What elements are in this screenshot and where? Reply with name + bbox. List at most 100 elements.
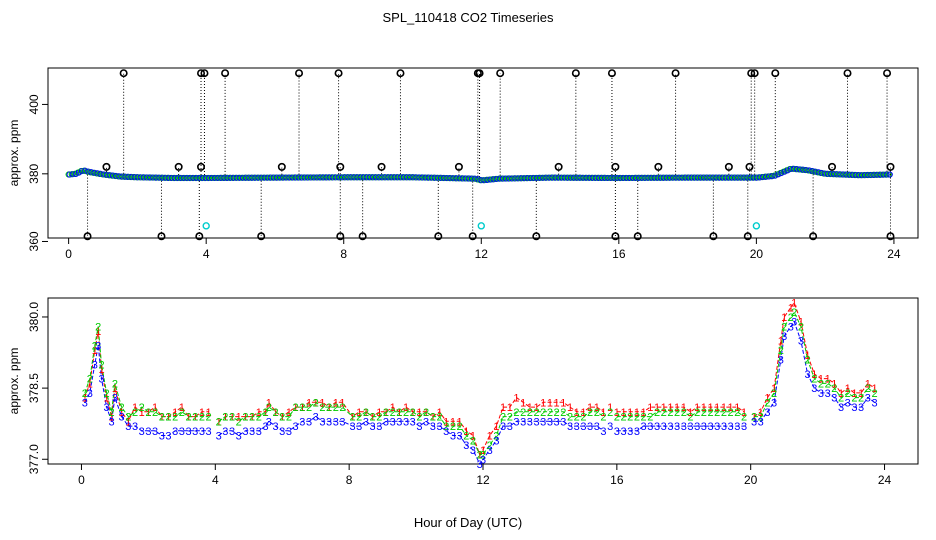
bottom-point-3: 3	[831, 393, 837, 405]
bottom-point-1: 1	[87, 378, 93, 390]
bottom-point-2: 2	[256, 412, 262, 424]
bottom-series-line-3	[84, 320, 875, 465]
bottom-point-2: 2	[87, 374, 93, 386]
bottom-point-1: 1	[349, 412, 355, 424]
bottom-point-2: 2	[778, 345, 784, 357]
bottom-point-2: 2	[326, 402, 332, 414]
top-outlier-point	[195, 232, 204, 241]
bottom-y-tick-label: 380.0	[27, 302, 41, 332]
bottom-point-1: 1	[480, 445, 486, 457]
bottom-point-3: 3	[851, 402, 857, 414]
top-cyan-point	[752, 222, 761, 230]
bottom-point-1: 1	[845, 383, 851, 395]
bottom-point-1: 1	[443, 416, 449, 428]
bottom-point-2: 2	[229, 412, 235, 424]
bottom-point-2: 2	[714, 407, 720, 419]
top-x-tick-label: 20	[750, 247, 764, 261]
bottom-point-3: 3	[333, 416, 339, 428]
top-y-tick-label: 400	[27, 94, 41, 114]
bottom-point-2: 2	[791, 307, 797, 319]
bottom-point-1: 1	[463, 426, 469, 438]
bottom-point-2: 2	[533, 407, 539, 419]
bottom-point-2: 2	[560, 407, 566, 419]
bottom-point-2: 2	[758, 412, 764, 424]
bottom-point-3: 3	[262, 421, 268, 433]
bottom-point-2: 2	[574, 412, 580, 424]
bottom-x-tick-label: 20	[744, 473, 758, 487]
bottom-point-3: 3	[554, 416, 560, 428]
bottom-point-1: 1	[159, 412, 165, 424]
bottom-point-1: 1	[751, 412, 757, 424]
bottom-point-3: 3	[319, 416, 325, 428]
bottom-point-2: 2	[480, 450, 486, 462]
bottom-point-3: 3	[614, 426, 620, 438]
bottom-point-3: 3	[734, 421, 740, 433]
bottom-point-2: 2	[865, 383, 871, 395]
bottom-point-2: 2	[356, 412, 362, 424]
top-outlier-point	[377, 162, 386, 171]
bottom-point-1: 1	[376, 407, 382, 419]
bottom-point-1: 1	[851, 388, 857, 400]
bottom-point-3: 3	[865, 393, 871, 405]
bottom-point-2: 2	[463, 431, 469, 443]
bottom-point-2: 2	[818, 378, 824, 390]
top-outlier-point	[83, 232, 92, 241]
bottom-point-3: 3	[443, 426, 449, 438]
bottom-point-1: 1	[533, 402, 539, 414]
bottom-point-3: 3	[92, 359, 98, 371]
bottom-point-2: 2	[98, 359, 104, 371]
top-outlier-point	[671, 69, 680, 78]
bottom-point-2: 2	[95, 321, 101, 333]
bottom-point-2: 2	[172, 412, 178, 424]
bottom-point-2: 2	[845, 388, 851, 400]
bottom-point-2: 2	[567, 412, 573, 424]
bottom-point-1: 1	[383, 407, 389, 419]
bottom-point-3: 3	[707, 421, 713, 433]
bottom-point-2: 2	[457, 421, 463, 433]
bottom-y-tick-label: 378.5	[27, 373, 41, 403]
bottom-point-3: 3	[109, 416, 115, 428]
bottom-point-2: 2	[396, 407, 402, 419]
bottom-point-2: 2	[306, 402, 312, 414]
bottom-point-2: 2	[687, 412, 693, 424]
bottom-point-2: 2	[721, 407, 727, 419]
bottom-point-3: 3	[741, 421, 747, 433]
bottom-point-3: 3	[370, 421, 376, 433]
bottom-point-1: 1	[192, 412, 198, 424]
bottom-point-3: 3	[647, 421, 653, 433]
bottom-point-3: 3	[299, 416, 305, 428]
bottom-point-2: 2	[383, 407, 389, 419]
top-outlier-point	[396, 69, 405, 78]
bottom-point-3: 3	[272, 421, 278, 433]
top-outlier-point	[197, 69, 206, 78]
bottom-point-2: 2	[788, 312, 794, 324]
bottom-point-1: 1	[109, 412, 115, 424]
bottom-point-3: 3	[547, 416, 553, 428]
bottom-point-2: 2	[607, 407, 613, 419]
bottom-point-1: 1	[574, 407, 580, 419]
bottom-point-1: 1	[403, 402, 409, 414]
bottom-point-1: 1	[98, 364, 104, 376]
bottom-point-2: 2	[614, 412, 620, 424]
bottom-point-1: 1	[600, 407, 606, 419]
bottom-point-2: 2	[500, 412, 506, 424]
top-outlier-point	[475, 69, 484, 78]
bottom-point-1: 1	[470, 431, 476, 443]
top-outlier-point	[886, 162, 895, 171]
bottom-point-1: 1	[865, 378, 871, 390]
top-y-axis-label: approx. ppm	[7, 120, 21, 187]
bottom-point-1: 1	[236, 412, 242, 424]
bottom-point-3: 3	[714, 421, 720, 433]
bottom-point-1: 1	[356, 407, 362, 419]
top-outlier-point	[336, 232, 345, 241]
bottom-point-2: 2	[805, 355, 811, 367]
bottom-point-3: 3	[356, 421, 362, 433]
bottom-point-2: 2	[831, 383, 837, 395]
top-outlier-point	[843, 69, 852, 78]
bottom-point-1: 1	[714, 402, 720, 414]
bottom-point-2: 2	[443, 421, 449, 433]
bottom-point-2: 2	[580, 412, 586, 424]
bottom-point-3: 3	[383, 416, 389, 428]
bottom-point-3: 3	[410, 416, 416, 428]
bottom-point-3: 3	[313, 412, 319, 424]
